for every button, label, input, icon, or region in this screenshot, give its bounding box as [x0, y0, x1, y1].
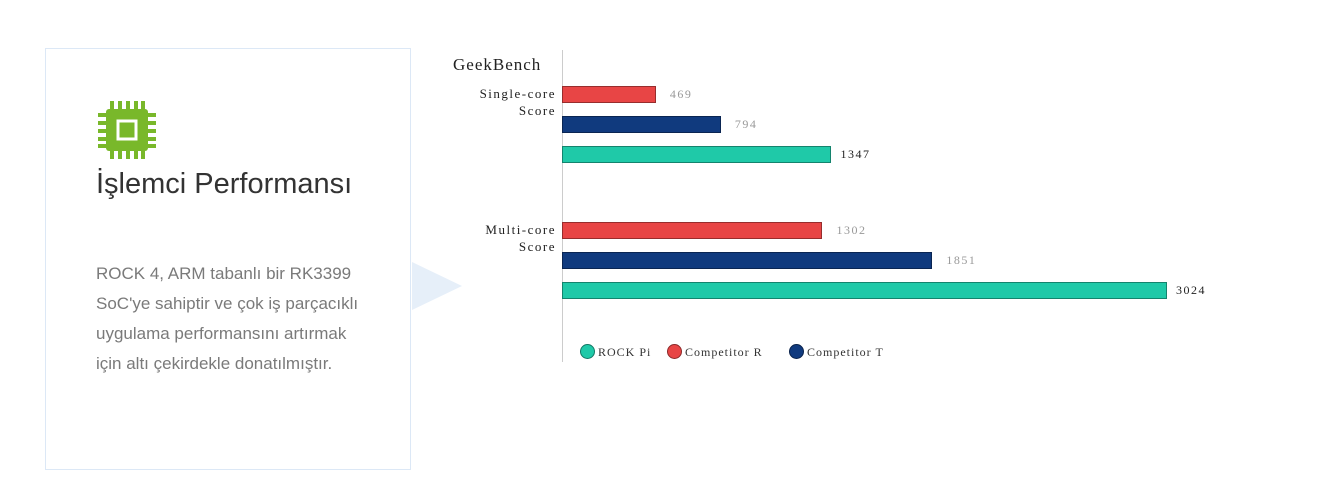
- category-label: Multi-core Score: [485, 222, 556, 254]
- legend-label: Competitor R: [685, 345, 763, 359]
- value-label: 794: [734, 117, 758, 131]
- bar: [562, 86, 656, 103]
- cpu-icon: [98, 101, 156, 159]
- legend-label: Competitor T: [807, 345, 884, 359]
- value-label: 3024: [1176, 283, 1206, 297]
- card-title: İşlemci Performansı: [96, 168, 353, 200]
- value-label: 469: [669, 87, 693, 101]
- legend-label: ROCK Pi: [598, 345, 652, 359]
- bar: [562, 146, 832, 163]
- pointer-arrow: [412, 262, 462, 310]
- category-label: Single-core Score: [479, 86, 556, 118]
- axis-line: [562, 50, 563, 362]
- value-label: 1851: [946, 253, 977, 267]
- bar: [562, 282, 1167, 299]
- legend-marker: [667, 344, 682, 359]
- card-description: ROCK 4, ARM tabanlı bir RK3399 SoC'ye sa…: [96, 264, 359, 373]
- value-label: 1302: [836, 223, 867, 237]
- feature-card: İşlemci Performansı ROCK 4, ARM tabanlı …: [45, 48, 411, 470]
- chart-title: GeekBench: [453, 55, 542, 74]
- legend-marker: [789, 344, 804, 359]
- bar: [562, 222, 823, 239]
- legend-marker: [580, 344, 595, 359]
- bar: [562, 116, 721, 133]
- value-label: 1347: [840, 147, 871, 161]
- bar: [562, 252, 933, 269]
